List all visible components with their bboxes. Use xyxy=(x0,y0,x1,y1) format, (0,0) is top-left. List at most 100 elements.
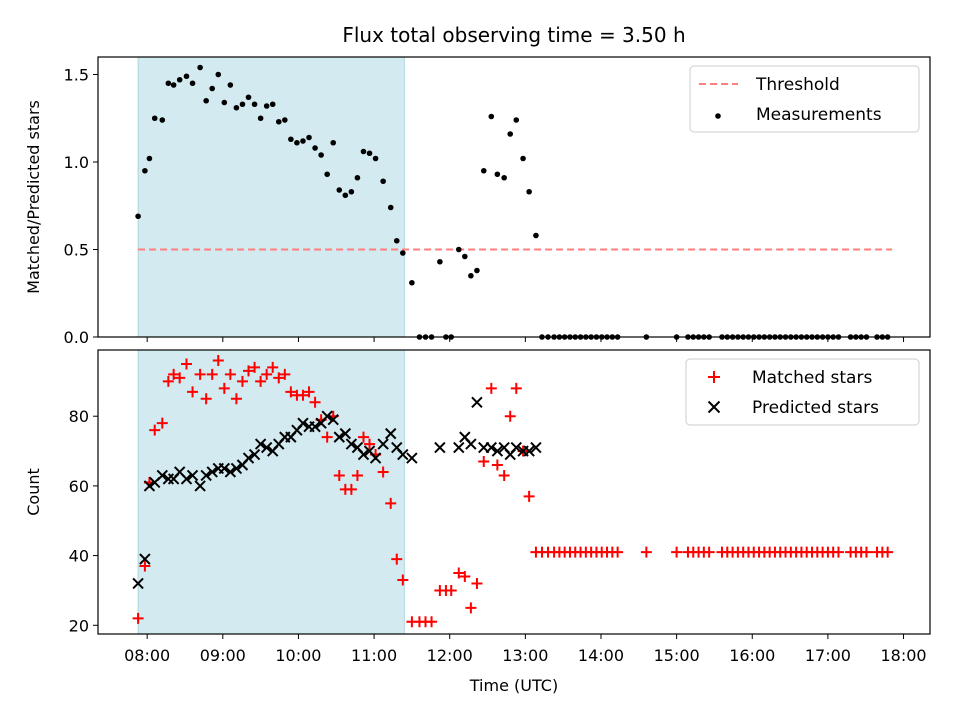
matched-stars-point xyxy=(230,393,242,405)
matched-stars-point xyxy=(273,372,285,384)
predicted-stars-point xyxy=(132,577,144,590)
matched-stars-point xyxy=(174,372,186,384)
predicted-stars-point xyxy=(406,452,418,464)
predicted-stars-point xyxy=(357,448,370,461)
predicted-stars-point xyxy=(180,473,193,485)
predicted-stars-point xyxy=(139,553,151,565)
matched-stars-point xyxy=(297,389,309,401)
measurement-point xyxy=(480,167,487,174)
x-tick-label: 16:00 xyxy=(729,646,775,665)
measurement-point xyxy=(245,94,252,101)
measurement-point xyxy=(520,155,526,162)
matched-stars-point xyxy=(285,386,297,398)
measurement-point xyxy=(221,99,228,106)
predicted-stars-point xyxy=(397,448,409,461)
predicted-stars-point xyxy=(530,441,542,454)
predicted-stars-point xyxy=(453,441,465,454)
predicted-stars-point xyxy=(194,480,206,492)
measurement-point xyxy=(437,258,443,265)
measurement-point xyxy=(282,117,288,123)
predicted-stars-point xyxy=(465,438,477,450)
matched-stars-point xyxy=(279,368,291,380)
bottom-y-axis-label: Count xyxy=(24,468,43,516)
legend-box xyxy=(685,358,920,426)
matched-stars-point xyxy=(309,396,321,408)
matched-stars-point xyxy=(504,410,516,422)
predicted-stars-point xyxy=(385,427,397,440)
matched-stars-point xyxy=(187,386,199,398)
predicted-stars-point xyxy=(369,452,382,464)
measurement-point xyxy=(513,117,520,123)
legend-label: Matched stars xyxy=(752,368,872,388)
predicted-stars-point xyxy=(510,441,522,454)
predicted-stars-point xyxy=(254,438,267,450)
measurement-point xyxy=(312,145,318,151)
matched-stars-point xyxy=(385,497,397,509)
predicted-stars-point xyxy=(309,420,321,433)
matched-stars-point xyxy=(345,483,357,495)
measurement-point xyxy=(533,232,539,239)
y-tick-label: 20 xyxy=(69,616,89,635)
matched-stars-point xyxy=(236,375,248,387)
matched-stars-point xyxy=(267,361,279,373)
predicted-stars-point xyxy=(327,413,339,426)
chart-marks: 0.0 0.5 1.0 1.5 Threshold Measurements 20 40 60 8… xyxy=(64,56,931,665)
y-tick-label: 80 xyxy=(69,407,89,426)
matched-stars-point xyxy=(640,546,652,558)
predicted-stars-point xyxy=(186,469,199,482)
x-tick-label: 11:00 xyxy=(351,646,397,665)
measurement-point xyxy=(269,101,276,108)
y-tick-label: 1.0 xyxy=(64,153,89,172)
measurement-point xyxy=(251,101,258,108)
matched-stars-point xyxy=(860,546,872,558)
predicted-stars-point xyxy=(218,462,231,475)
x-tick-label: 10:00 xyxy=(275,646,321,665)
measurement-point xyxy=(354,174,361,181)
predicted-stars-point xyxy=(260,441,273,454)
matched-stars-point xyxy=(445,584,457,596)
legend-label: Predicted stars xyxy=(752,398,879,418)
matched-stars-point xyxy=(612,546,624,558)
measurement-point xyxy=(387,204,394,211)
matched-stars-point xyxy=(882,546,894,558)
matched-stars-point xyxy=(156,417,168,429)
measurement-point xyxy=(306,134,312,141)
series-predicted-stars xyxy=(132,396,542,590)
measurement-point xyxy=(176,76,183,83)
legend-matched-swatch xyxy=(708,371,720,383)
predicted-stars-point xyxy=(143,480,156,492)
top-y-axis-label: Matched/Predicted stars xyxy=(24,100,43,294)
y-tick-label: 60 xyxy=(69,477,89,496)
measurement-point xyxy=(462,253,468,260)
predicted-stars-point xyxy=(377,438,389,450)
predicted-stars-point xyxy=(345,438,358,450)
measurement-point xyxy=(294,139,300,146)
measurement-point xyxy=(170,82,177,88)
measurement-point xyxy=(393,237,400,244)
x-axis-label: Time (UTC) xyxy=(469,676,558,695)
measurement-point xyxy=(165,80,172,87)
legend-predicted-swatch xyxy=(707,400,721,414)
matched-stars-point xyxy=(200,393,212,405)
matched-stars-point xyxy=(303,386,315,398)
predicted-stars-point xyxy=(156,469,168,482)
matched-stars-point xyxy=(471,577,483,589)
measurement-point xyxy=(360,148,367,155)
measurement-point xyxy=(318,152,324,158)
measurement-point xyxy=(372,155,379,162)
measurement-point xyxy=(151,115,158,122)
matched-stars-point xyxy=(703,546,715,558)
matched-stars-point xyxy=(357,431,369,443)
measurement-point xyxy=(159,117,166,123)
predicted-stars-point xyxy=(242,452,255,464)
measurement-point xyxy=(501,174,507,181)
predicted-stars-point xyxy=(471,396,483,408)
matched-stars-point xyxy=(671,546,683,558)
predicted-stars-point xyxy=(321,410,333,422)
x-tick-label: 09:00 xyxy=(200,646,246,665)
predicted-stars-point xyxy=(206,466,218,478)
y-tick-label: 1.5 xyxy=(64,66,89,85)
matched-stars-point xyxy=(465,602,477,614)
measurement-point xyxy=(488,113,495,120)
